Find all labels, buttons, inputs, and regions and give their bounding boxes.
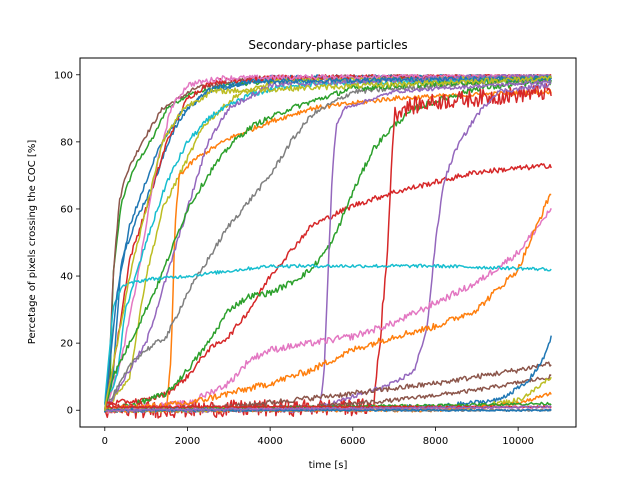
series-line-4 — [104, 74, 552, 409]
series-line-12 — [104, 78, 552, 412]
y-axis-ticks: 0 20 40 60 80 100 — [54, 70, 80, 417]
plot-area: 0 2000 4000 6000 8000 10000 0 20 40 60 80 100 — [54, 57, 577, 447]
y-tick-label: 20 — [60, 339, 73, 350]
series-line-18 — [104, 263, 552, 404]
x-tick-label: 0 — [102, 436, 108, 447]
x-tick-label: 2000 — [175, 436, 200, 447]
x-axis-ticks: 0 2000 4000 6000 8000 10000 — [102, 427, 534, 447]
x-axis-label: time [s] — [309, 460, 348, 471]
y-tick-label: 100 — [54, 70, 73, 81]
chart-title: Secondary-phase particles — [248, 38, 407, 52]
y-tick-label: 60 — [60, 204, 73, 215]
x-tick-label: 4000 — [257, 436, 282, 447]
series-group — [104, 74, 552, 419]
series-line-29 — [104, 405, 552, 412]
y-tick-label: 40 — [60, 272, 73, 283]
series-line-17 — [104, 193, 552, 413]
series-line-31 — [104, 75, 552, 411]
x-tick-label: 10000 — [502, 436, 534, 447]
y-tick-label: 80 — [60, 137, 73, 148]
series-line-7 — [104, 88, 552, 414]
axes-frame — [79, 57, 577, 428]
x-tick-label: 8000 — [423, 436, 448, 447]
y-tick-label: 0 — [67, 406, 73, 417]
x-tick-label: 6000 — [340, 436, 365, 447]
y-axis-label: Percetage of pixels crossing the COC [%] — [27, 140, 38, 345]
